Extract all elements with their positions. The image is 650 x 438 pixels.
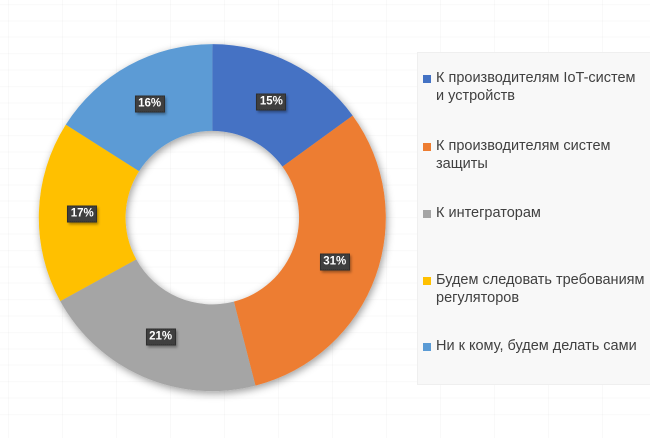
legend-marker-swatch xyxy=(423,210,431,218)
chart-legend: К производителям IoT-систем и устройств … xyxy=(417,52,650,385)
legend-item-iot-manufacturers[interactable]: К производителям IoT-систем и устройств xyxy=(418,69,650,106)
legend-marker-swatch xyxy=(423,143,431,151)
legend-item-label: Будем следовать требованиям регуляторов xyxy=(436,272,645,307)
legend-item-regulators[interactable]: Будем следовать требованиям регуляторов xyxy=(418,271,650,308)
legend-item-label: К производителям систем защиты xyxy=(436,138,611,173)
legend-item-integrators[interactable]: К интеграторам xyxy=(418,204,650,222)
legend-marker-swatch xyxy=(423,343,431,351)
donut-slice-21%[interactable] xyxy=(60,259,256,392)
legend-item-security-vendors[interactable]: К производителям систем защиты xyxy=(418,137,650,174)
data-label-21%: 21% xyxy=(145,328,176,346)
legend-item-ourselves[interactable]: Ни к кому, будем делать сами xyxy=(418,337,650,355)
legend-marker-swatch xyxy=(423,277,431,285)
donut-slice-31%[interactable] xyxy=(233,115,386,386)
data-label-15%: 15% xyxy=(256,93,287,111)
data-label-31%: 31% xyxy=(319,253,350,271)
data-label-17%: 17% xyxy=(67,205,98,222)
legend-marker-swatch xyxy=(423,75,431,83)
legend-item-label: Ни к кому, будем делать сами xyxy=(436,338,637,354)
legend-item-label: К интеграторам xyxy=(436,205,541,221)
data-label-16%: 16% xyxy=(134,95,165,113)
legend-item-label: К производителям IoT-систем и устройств xyxy=(436,70,636,105)
